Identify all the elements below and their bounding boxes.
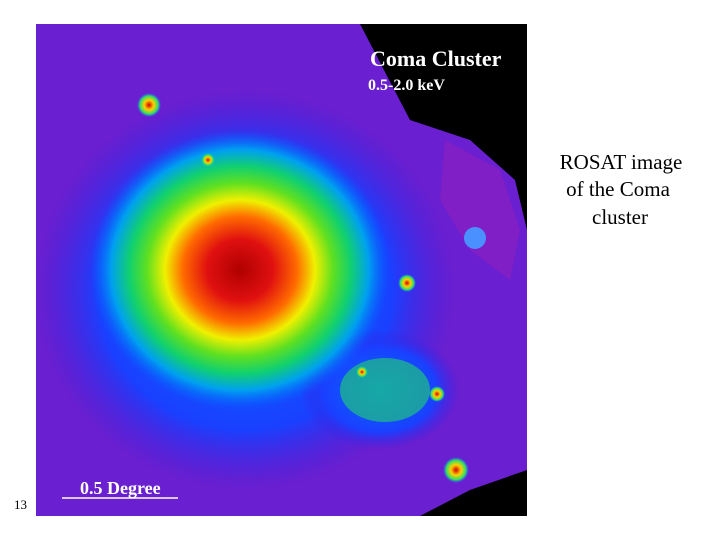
point-source xyxy=(429,386,445,402)
purple-patch xyxy=(440,140,520,280)
point-source xyxy=(443,457,469,483)
caption-line: of the Coma xyxy=(566,177,670,201)
image-title: Coma Cluster xyxy=(370,46,502,71)
caption-line: ROSAT image xyxy=(560,150,683,174)
point-source xyxy=(137,93,161,117)
xray-image: Coma Cluster 0.5-2.0 keV 0.5 Degree xyxy=(35,24,527,516)
cluster-core xyxy=(90,130,390,410)
scale-label: 0.5 Degree xyxy=(80,478,161,498)
caption-line: cluster xyxy=(592,205,648,229)
point-source xyxy=(201,153,215,167)
green-lobe xyxy=(340,358,430,422)
image-band: 0.5-2.0 keV xyxy=(368,77,445,94)
slide-number: 13 xyxy=(14,497,27,512)
point-source xyxy=(398,274,416,292)
point-source xyxy=(464,227,486,249)
point-source xyxy=(356,366,368,378)
